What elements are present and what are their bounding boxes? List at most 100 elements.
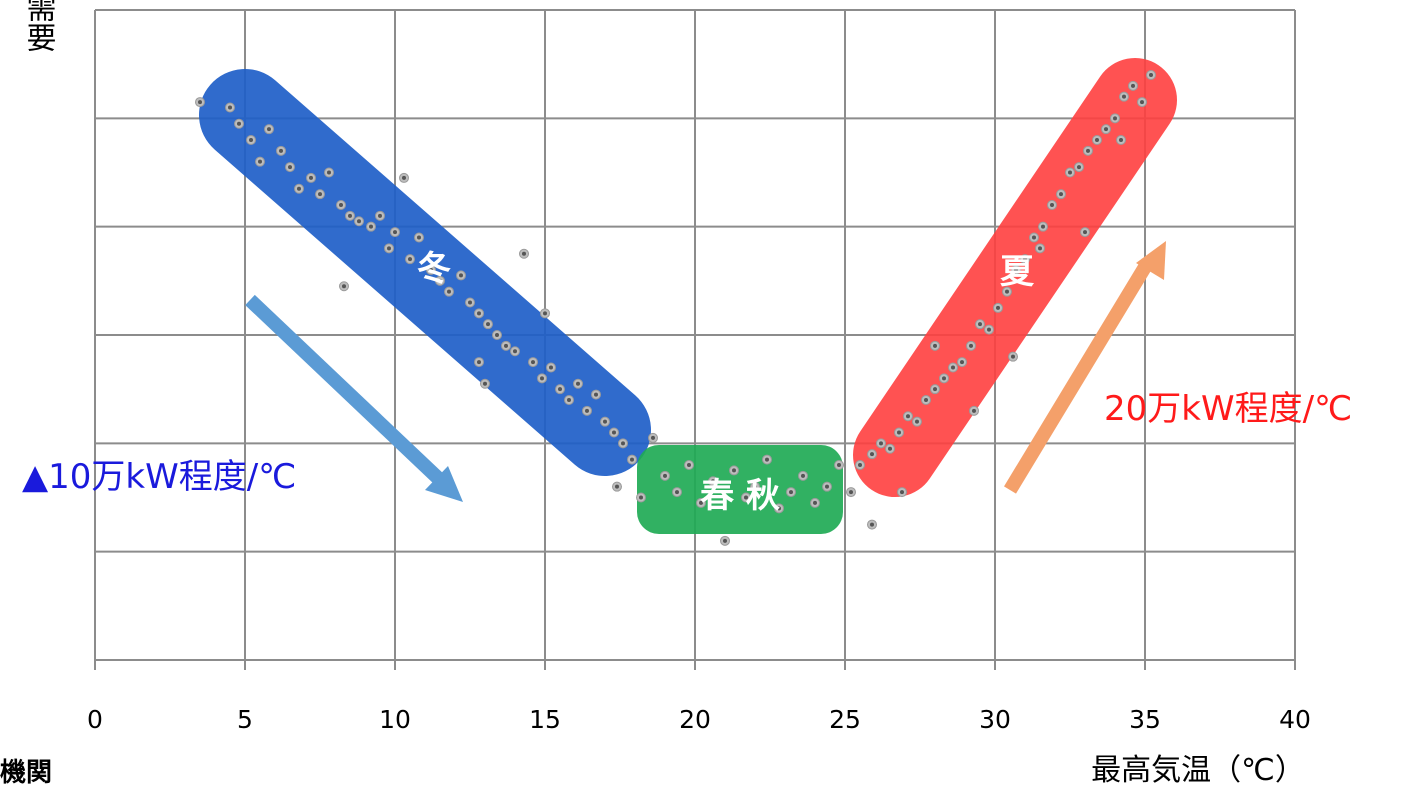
data-point	[375, 210, 385, 221]
data-point	[993, 302, 1003, 313]
data-point	[720, 535, 730, 546]
x-tick-label: 20	[679, 705, 711, 734]
x-tick-label: 40	[1279, 705, 1311, 734]
data-point	[306, 172, 316, 183]
x-tick-label: 15	[529, 705, 561, 734]
data-point	[399, 172, 409, 183]
data-point	[1137, 97, 1147, 108]
data-point	[1029, 232, 1039, 243]
data-point	[930, 340, 940, 351]
data-point	[618, 438, 628, 449]
data-point	[696, 497, 706, 508]
data-point	[762, 454, 772, 465]
data-point	[939, 373, 949, 384]
summer-rate-annotation: 20万kW程度/℃	[1104, 389, 1352, 429]
footer-text-fragment: 機関	[0, 758, 53, 788]
data-point	[315, 189, 325, 200]
data-point	[1056, 189, 1066, 200]
data-point	[285, 162, 295, 173]
data-point	[1047, 200, 1057, 210]
data-point	[255, 156, 265, 167]
data-point	[903, 411, 913, 422]
data-point	[609, 427, 619, 438]
data-point	[867, 519, 877, 530]
data-point	[774, 503, 784, 514]
data-point	[846, 487, 856, 498]
data-point	[1011, 265, 1021, 275]
data-point	[582, 405, 592, 416]
data-point	[1065, 167, 1075, 178]
data-point	[741, 492, 751, 503]
winter-trend-arrow	[245, 294, 463, 502]
data-point	[627, 454, 637, 465]
summer-region	[853, 58, 1177, 497]
data-point	[708, 476, 718, 487]
data-point	[528, 357, 538, 368]
data-point	[798, 470, 808, 481]
data-point	[930, 384, 940, 395]
data-point	[225, 102, 235, 113]
data-point	[672, 487, 682, 498]
data-point	[354, 216, 364, 227]
data-point	[540, 308, 550, 319]
data-point	[555, 384, 565, 395]
data-point	[1101, 124, 1111, 135]
data-point	[1083, 145, 1093, 156]
data-point	[480, 378, 490, 389]
data-point	[246, 135, 256, 145]
data-point	[810, 497, 820, 508]
x-tick-label: 35	[1129, 705, 1161, 734]
data-point	[405, 254, 415, 265]
data-point	[264, 124, 274, 135]
data-point	[600, 416, 610, 427]
data-point	[426, 265, 436, 275]
data-point	[474, 308, 484, 319]
data-point	[684, 460, 694, 470]
data-point	[948, 362, 958, 373]
data-point	[444, 286, 454, 297]
x-tick-label: 25	[829, 705, 861, 734]
data-point	[510, 346, 520, 357]
winter-label: 冬	[417, 249, 451, 289]
data-point	[966, 340, 976, 351]
data-point	[1002, 286, 1012, 297]
data-point	[894, 427, 904, 438]
data-point	[492, 330, 502, 340]
winter-rate-annotation: ▲10万kW程度/℃	[22, 457, 296, 497]
data-point	[1074, 162, 1084, 173]
data-point	[336, 200, 346, 210]
data-point	[465, 297, 475, 308]
data-point	[975, 319, 985, 330]
data-point	[750, 481, 760, 492]
summer-label: 夏	[1000, 252, 1035, 292]
x-tick-label: 5	[237, 705, 253, 734]
data-point	[1092, 135, 1102, 145]
data-point	[1128, 80, 1138, 91]
data-point	[612, 481, 622, 492]
data-point	[921, 395, 931, 405]
data-point	[276, 145, 286, 156]
data-point	[1119, 91, 1129, 102]
data-point	[390, 227, 400, 238]
data-point	[456, 270, 466, 281]
data-point	[537, 373, 547, 384]
x-tick-label: 0	[87, 705, 103, 734]
data-point	[822, 481, 832, 492]
data-point	[885, 443, 895, 454]
y-axis-title: 需要	[21, 0, 56, 52]
data-point	[591, 389, 601, 400]
x-tick-label: 30	[979, 705, 1011, 734]
data-point	[414, 232, 424, 243]
data-point	[969, 405, 979, 416]
data-point	[339, 281, 349, 292]
spring-autumn-label: 春 秋	[700, 476, 780, 516]
data-point	[474, 357, 484, 368]
data-point	[345, 210, 355, 221]
summer-trend-arrow	[1004, 241, 1166, 494]
data-point	[546, 362, 556, 373]
data-point	[897, 487, 907, 498]
data-point	[384, 243, 394, 254]
data-point	[573, 378, 583, 389]
data-point	[984, 324, 994, 335]
